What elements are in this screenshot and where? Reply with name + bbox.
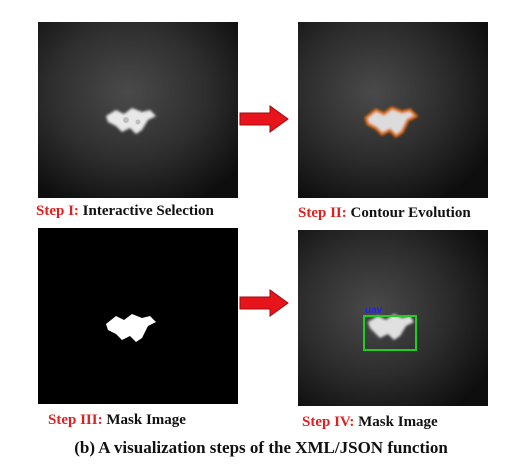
detection-class-label: uav [365,305,383,316]
step-1-label: Step I: [36,203,79,219]
step-1-title: Interactive Selection [82,203,214,219]
step-2-label: Step II: [298,205,347,221]
mask-image [38,228,238,404]
arrow-right-icon-2 [239,289,289,317]
step-4-title: Mask Image [358,414,438,430]
detection-bounding-box [363,315,417,351]
step-4-label: Step IV: [302,414,355,430]
caption-step-3: Step III: Mask Image [48,412,186,429]
interactive-selection-image [38,22,238,198]
step-2-title: Contour Evolution [350,205,471,221]
caption-step-1: Step I: Interactive Selection [36,203,214,220]
detection-result-image: uav [298,230,488,406]
step-3-title: Mask Image [106,412,186,428]
caption-step-4: Step IV: Mask Image [302,414,438,431]
contour-evolution-image [298,22,488,198]
arrow-right-icon [239,105,289,133]
panel-mask-image [38,228,238,404]
caption-step-2: Step II: Contour Evolution [298,205,471,222]
panel-interactive-selection [38,22,238,198]
panel-detection-result: uav [298,230,488,406]
figure-caption: (b) A visualization steps of the XML/JSO… [74,438,448,457]
panel-contour-evolution [298,22,488,198]
step-3-label: Step III: [48,412,103,428]
